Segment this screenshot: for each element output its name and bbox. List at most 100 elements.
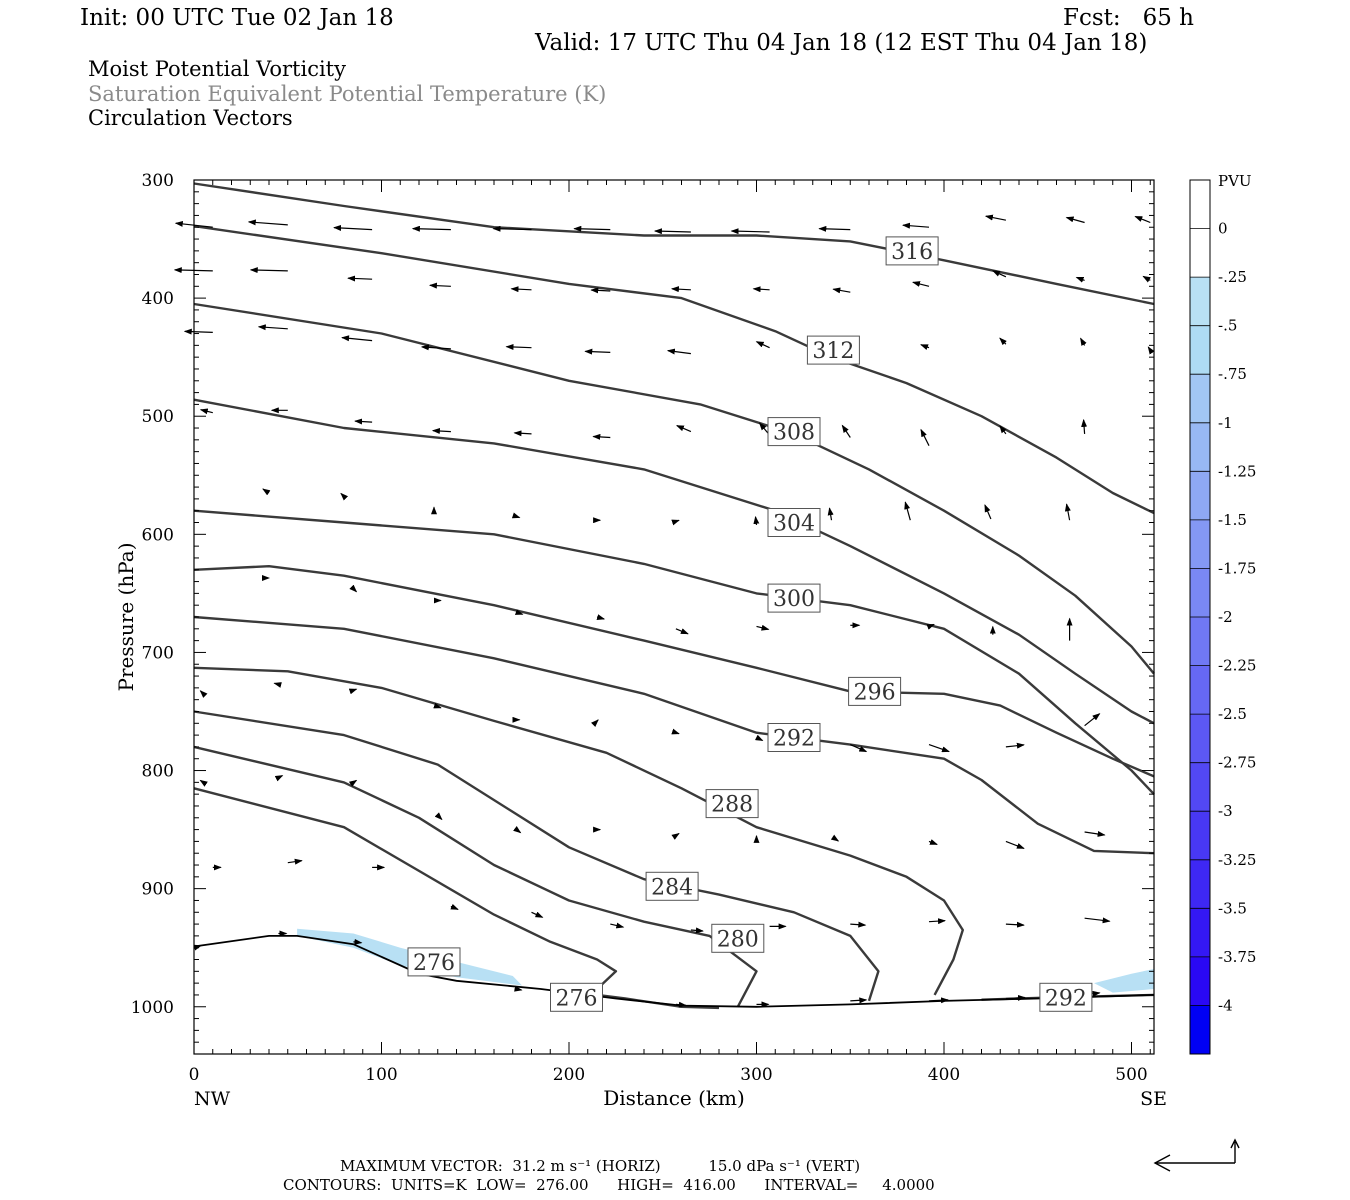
colorbar-label-10: -2.5 <box>1218 705 1247 723</box>
circulation-vector-75 <box>348 688 358 695</box>
circulation-vector-86 <box>274 775 284 782</box>
circulation-vector-17 <box>510 286 532 293</box>
colorbar-swatch-6 <box>1190 471 1210 521</box>
max-vector-note: MAXIMUM VECTOR: 31.2 m s⁻¹ (HORIZ) 15.0 … <box>340 1157 861 1175</box>
circulation-vector-29 <box>420 344 451 351</box>
circulation-vector-68 <box>756 624 770 631</box>
colorbar-label-11: -2.75 <box>1218 754 1256 772</box>
vector-layer <box>173 214 1155 1008</box>
contour-line-296-5 <box>193 565 1155 778</box>
circulation-vector-60 <box>984 504 992 520</box>
circulation-vector-81 <box>850 744 868 753</box>
y-tick-label-5: 800 <box>142 762 174 782</box>
circulation-vector-41 <box>354 418 373 425</box>
circulation-vector-51 <box>262 488 271 496</box>
colorbar-swatch-1 <box>1190 228 1210 278</box>
field-title-vectors: Circulation Vectors <box>88 106 293 130</box>
circulation-vector-102 <box>610 922 625 929</box>
contour-label-box-5 <box>848 676 902 706</box>
circulation-vector-27 <box>257 324 288 331</box>
circulation-vector-79 <box>671 728 680 735</box>
contour-label-box-10 <box>407 947 461 977</box>
pv-colorbar: 0 -.25 -.5 -.75 -1 -1.25 -1.5 -1.75 -2 -2.25 -2.5 -… <box>1189 179 1256 1055</box>
circulation-vector-93 <box>830 834 840 842</box>
contour-label-316-0: 316 <box>891 240 933 265</box>
contour-line-312-1 <box>193 224 1155 515</box>
colorbar-label-9: -2.25 <box>1218 657 1256 675</box>
circulation-vector-83 <box>1005 742 1025 749</box>
circulation-vector-56 <box>671 519 680 526</box>
colorbar-label-5: -1.25 <box>1218 462 1256 480</box>
colorbar-swatch-10 <box>1190 665 1210 715</box>
circulation-vector-106 <box>928 918 946 925</box>
circulation-vector-23 <box>991 270 1007 278</box>
contour-label-box-1 <box>806 335 860 365</box>
field-title-mpv: Moist Potential Vorticity <box>88 57 346 81</box>
colorbar-swatch-9 <box>1190 617 1210 667</box>
x-tick-label-5: 500 <box>1115 1065 1147 1085</box>
contour-label-296-5: 296 <box>854 680 896 705</box>
x-tick-label-3: 300 <box>740 1065 772 1085</box>
circulation-vector-119 <box>1005 994 1026 1001</box>
y-tick-label-1: 400 <box>142 289 174 309</box>
circulation-vector-45 <box>675 425 692 433</box>
colorbar-swatch-3 <box>1190 325 1210 375</box>
circulation-vector-7 <box>730 228 770 235</box>
circulation-vector-15 <box>347 275 373 282</box>
circulation-vector-88 <box>434 812 443 821</box>
colorbar-label-0: 0 <box>1218 220 1228 238</box>
circulation-vector-94 <box>928 839 938 845</box>
circulation-vector-2 <box>333 224 373 231</box>
circulation-vector-47 <box>841 424 851 438</box>
circulation-vector-30 <box>505 343 532 350</box>
circulation-vector-84 <box>1084 713 1101 727</box>
colorbar-swatch-15 <box>1190 908 1210 958</box>
colorbar-label-4: -1 <box>1218 414 1233 432</box>
circulation-vector-82 <box>928 744 950 753</box>
contour-line-308-2 <box>193 302 1155 675</box>
circulation-vector-31 <box>584 348 611 355</box>
contour-line-288-7 <box>193 666 964 996</box>
circulation-vector-87 <box>348 779 358 787</box>
contour-label-292-6: 292 <box>773 727 815 752</box>
colorbar-swatch-5 <box>1190 422 1210 472</box>
colorbar-label-16: -4 <box>1218 996 1233 1014</box>
contour-label-box-0 <box>885 236 939 266</box>
circulation-vector-50 <box>1081 418 1088 434</box>
circulation-vector-73 <box>199 690 208 698</box>
circulation-vector-105 <box>850 921 867 928</box>
circulation-vector-95 <box>1005 840 1025 849</box>
contour-label-304-3: 304 <box>773 512 815 537</box>
circulation-vector-44 <box>592 433 611 440</box>
colorbar-unit: PVU <box>1218 172 1252 190</box>
circulation-vector-57 <box>753 515 760 525</box>
contour-label-layer: 316 312 308 304 300 296 292 288 284 280 276 276 292 <box>407 236 1093 1012</box>
circulation-vector-65 <box>514 609 524 615</box>
contour-label-box-8 <box>645 871 699 901</box>
circulation-vector-70 <box>926 623 935 630</box>
colorbar-swatch-7 <box>1190 519 1210 569</box>
x-axis-title: Distance (km) <box>603 1086 745 1110</box>
circulation-vector-39 <box>199 408 213 415</box>
contour-line-276-10 <box>193 787 618 990</box>
contours-note: CONTOURS: UNITS=K LOW= 276.00 HIGH= 416.… <box>283 1176 935 1194</box>
contour-label-312-1: 312 <box>812 339 854 364</box>
circulation-vector-80 <box>754 734 764 742</box>
colorbar-swatch-13 <box>1190 811 1210 861</box>
reference-vector-head-horiz <box>1153 1154 1171 1172</box>
circulation-vector-33 <box>755 341 770 349</box>
x-tick-label-0: 0 <box>189 1065 200 1085</box>
circulation-vector-78 <box>591 719 599 727</box>
colorbar-swatch-2 <box>1190 277 1210 327</box>
circulation-vector-14 <box>249 267 288 274</box>
circulation-vector-21 <box>832 287 851 294</box>
colorbar-label-15: -3.75 <box>1218 948 1256 966</box>
y-tick-label-4: 700 <box>142 643 174 663</box>
reference-vector-arrow <box>1155 1142 1236 1164</box>
circulation-vector-107 <box>1005 921 1025 928</box>
circulation-vector-98 <box>287 858 303 865</box>
circulation-vector-111 <box>353 938 363 945</box>
circulation-vector-96 <box>1084 830 1106 837</box>
circulation-vector-18 <box>590 287 611 294</box>
